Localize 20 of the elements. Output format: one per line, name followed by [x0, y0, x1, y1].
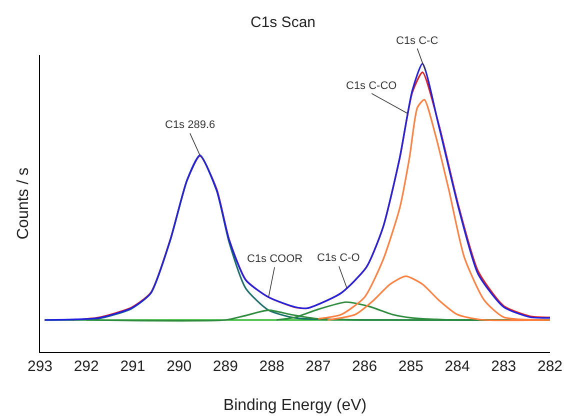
annotation: C1s C-C	[396, 35, 438, 47]
x-tick-label: 284	[444, 358, 470, 375]
x-tick-label: 293	[27, 358, 53, 375]
x-tick-label: 288	[259, 358, 284, 375]
annotation: C1s 289.6	[165, 119, 216, 131]
x-tick-label: 289	[212, 358, 238, 375]
annotation: C1s C-CO	[346, 80, 398, 92]
chart-title: C1s Scan	[250, 14, 316, 32]
x-tick-label: 291	[120, 358, 146, 375]
annotation: C1s C-O	[317, 252, 360, 264]
x-tick-label: 282	[537, 358, 563, 375]
annotation: C1s COOR	[247, 253, 303, 265]
x-tick-label: 283	[491, 358, 516, 375]
y-axis-title: Counts / s	[14, 167, 32, 240]
x-tick-label: 286	[352, 358, 378, 375]
x-tick-label: 290	[166, 358, 192, 375]
x-axis-title: Binding Energy (eV)	[223, 397, 367, 414]
x-tick-label: 287	[306, 358, 331, 375]
x-tick-label: 285	[398, 358, 424, 375]
x-tick-label: 292	[74, 358, 99, 375]
